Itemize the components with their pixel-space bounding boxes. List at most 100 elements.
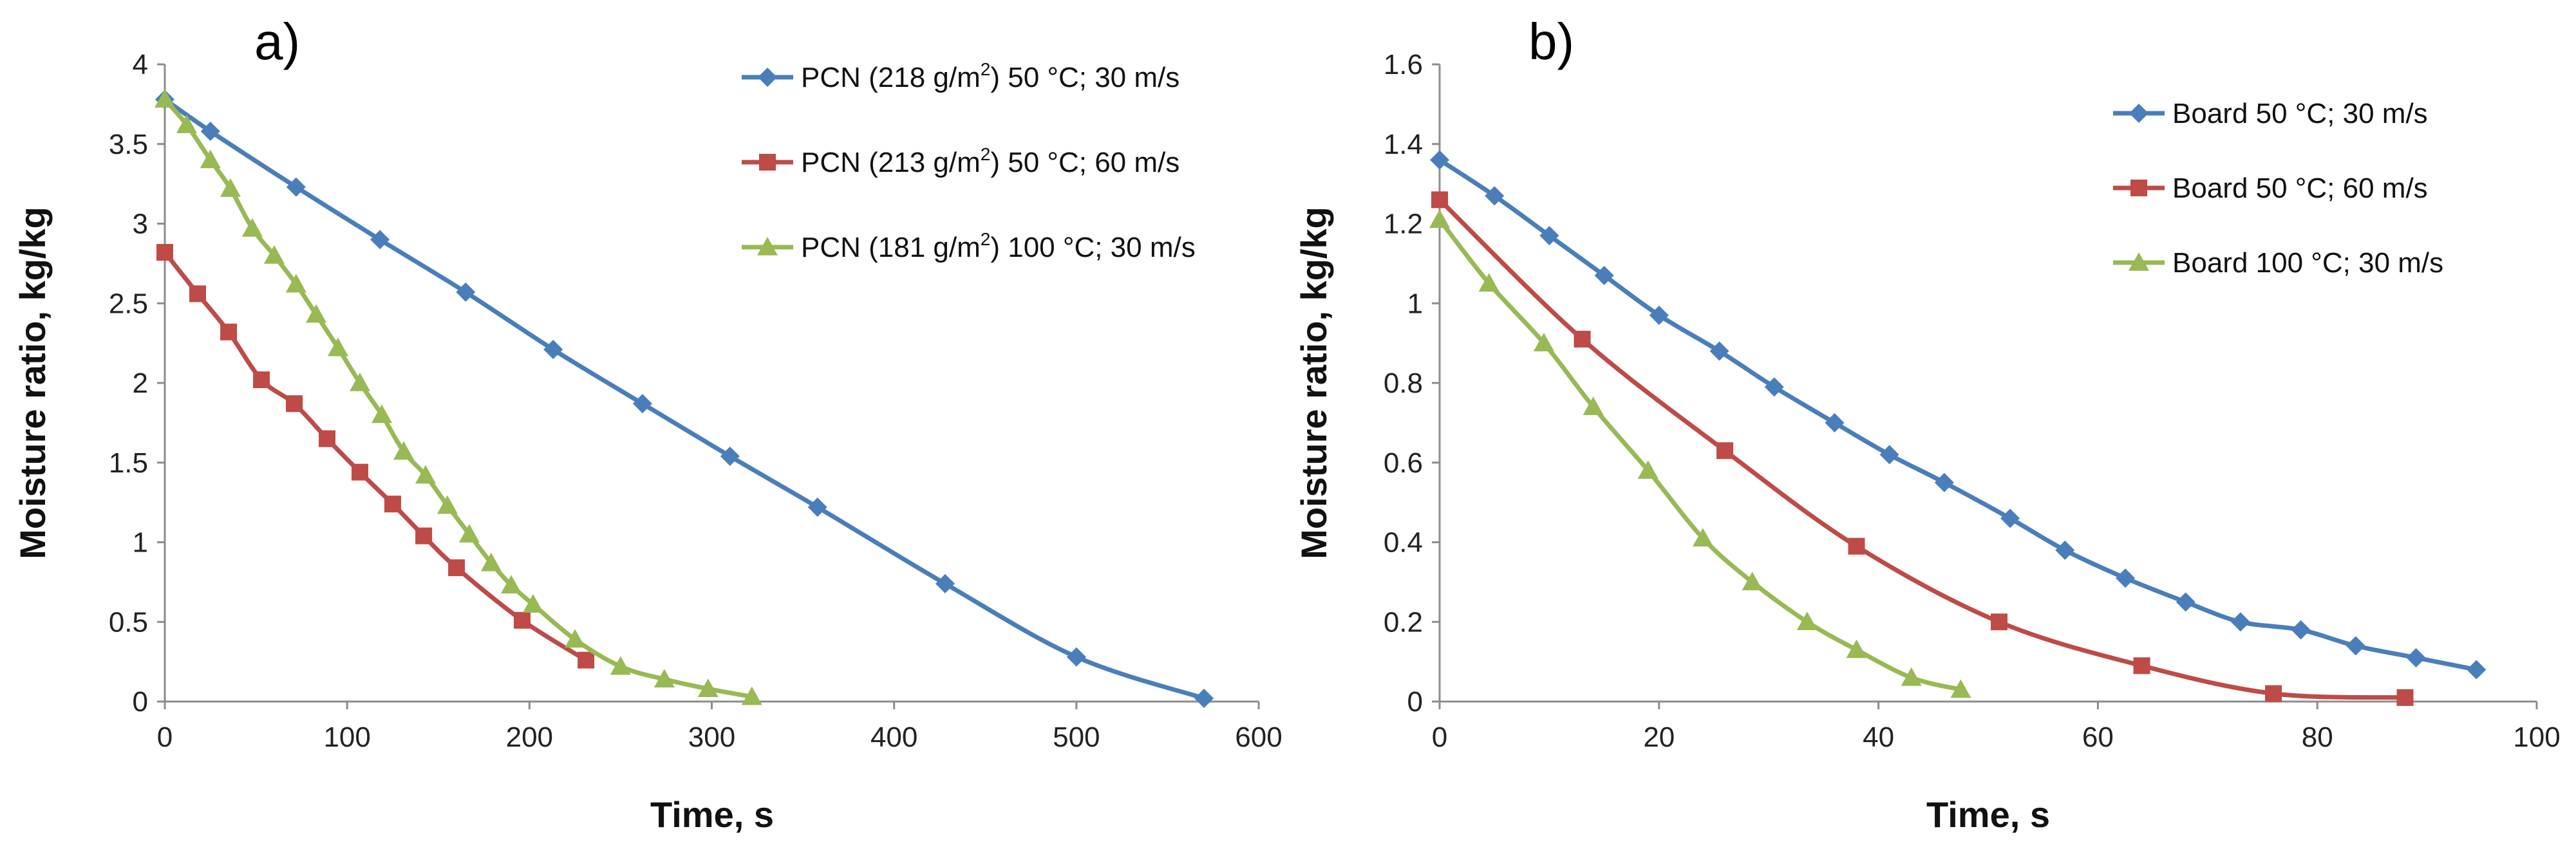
data-point-diamond — [1934, 472, 1954, 492]
data-point-diamond — [286, 177, 306, 197]
data-point-triangle — [437, 495, 458, 514]
data-point-diamond — [370, 230, 390, 250]
data-point-triangle — [1692, 528, 1713, 547]
data-point-square — [253, 371, 270, 389]
y-tick-label: 0.8 — [1384, 368, 1423, 399]
x-tick-label: 100 — [2513, 721, 2560, 753]
data-point-square — [1848, 537, 1865, 555]
y-tick-label: 1.5 — [109, 447, 148, 479]
data-point-triangle — [155, 89, 175, 108]
x-tick-label: 60 — [2082, 721, 2114, 753]
y-tick-label: 1.6 — [1384, 49, 1423, 80]
data-point-triangle — [285, 274, 306, 293]
panel-b-y-label: Moisture ratio, kg/kg — [1293, 207, 1334, 559]
data-point-diamond — [2230, 612, 2250, 632]
y-tick-label: 0.4 — [1384, 527, 1423, 559]
data-point-diamond — [1485, 186, 1505, 206]
data-point-square — [1574, 330, 1591, 348]
x-tick-label: 600 — [1235, 721, 1282, 753]
data-point-diamond — [2000, 508, 2020, 528]
legend-label: Board 50 °C; 60 m/s — [2172, 172, 2428, 204]
data-point-diamond — [1879, 445, 1899, 465]
data-point-diamond — [1194, 689, 1214, 709]
x-tick-label: 80 — [2302, 721, 2333, 753]
data-point-square — [319, 430, 336, 447]
data-point-diamond — [2116, 568, 2135, 588]
data-point-triangle — [371, 404, 392, 424]
y-tick-label: 0 — [133, 686, 148, 718]
data-point-triangle — [263, 245, 285, 264]
data-point-diamond — [456, 282, 476, 302]
data-point-diamond — [1066, 647, 1086, 667]
legend-marker-diamond — [2129, 104, 2148, 123]
data-point-square — [384, 496, 401, 513]
legend-label: PCN (213 g/m2) 50 °C; 60 m/s — [801, 144, 1180, 178]
data-point-triangle — [328, 337, 349, 357]
y-tick-label: 1 — [1407, 288, 1423, 319]
panel-b-tag: b) — [1528, 13, 1574, 70]
data-point-diamond — [807, 498, 827, 517]
data-point-triangle — [522, 594, 543, 613]
legend-label: Board 100 °C; 30 m/s — [2172, 247, 2443, 279]
legend-label: PCN (181 g/m2) 100 °C; 30 m/s — [801, 229, 1196, 263]
data-point-square — [2265, 685, 2282, 702]
x-tick-label: 20 — [1643, 721, 1675, 753]
data-point-diamond — [1649, 305, 1669, 325]
panel-a-y-label: Moisture ratio, kg/kg — [12, 207, 53, 559]
data-point-diamond — [2346, 636, 2365, 656]
panel-b: b) 00.20.40.60.811.21.41.6 0 20 40 60 80 100 … — [1293, 13, 2561, 835]
data-point-square — [286, 395, 303, 413]
data-point-triangle — [306, 304, 327, 323]
panel-a: a) 0 0.5 1 1.5 2 2.5 3 3.5 4 0 100 200 300 400 500 600… — [12, 13, 1283, 835]
x-tick-label: 0 — [1432, 721, 1447, 753]
x-tick-label: 100 — [323, 721, 370, 753]
legend-item: PCN (218 g/m2) 50 °C; 30 m/s — [742, 59, 1180, 93]
data-point-diamond — [1825, 413, 1845, 433]
panel-a-legend: PCN (218 g/m2) 50 °C; 30 m/s PCN (213 g/m… — [742, 59, 1196, 263]
data-point-triangle — [653, 669, 675, 688]
legend-item: Board 50 °C; 30 m/s — [2113, 98, 2428, 129]
data-point-diamond — [1764, 377, 1784, 397]
x-tick-label: 400 — [870, 721, 917, 753]
y-tick-label: 3 — [133, 209, 148, 240]
data-point-diamond — [200, 121, 220, 141]
data-point-square — [1716, 442, 1734, 460]
x-tick-label: 0 — [157, 721, 173, 753]
data-point-triangle — [565, 629, 586, 648]
data-point-square — [448, 559, 465, 577]
data-point-triangle — [1429, 209, 1450, 228]
data-point-triangle — [501, 575, 522, 594]
data-point-diamond — [2176, 592, 2195, 612]
y-tick-label: 1.4 — [1384, 129, 1423, 160]
data-point-square — [189, 285, 206, 302]
data-point-diamond — [720, 446, 740, 466]
data-point-square — [578, 651, 595, 669]
legend-marker-square — [2130, 180, 2147, 196]
y-tick-label: 3.5 — [109, 129, 148, 160]
data-point-diamond — [543, 340, 563, 360]
data-point-square — [220, 323, 238, 340]
data-point-diamond — [2291, 620, 2311, 640]
data-point-triangle — [741, 686, 762, 705]
x-tick-label: 200 — [506, 721, 553, 753]
data-point-diamond — [935, 573, 955, 593]
data-point-diamond — [1709, 341, 1729, 361]
data-point-diamond — [2055, 540, 2075, 560]
panel-a-tag: a) — [254, 13, 300, 70]
y-tick-label: 0 — [1407, 686, 1423, 718]
data-point-triangle — [415, 465, 436, 484]
data-point-triangle — [176, 115, 197, 133]
data-point-diamond — [2406, 647, 2426, 667]
y-tick-label: 0.2 — [1384, 606, 1423, 638]
y-tick-label: 0.6 — [1384, 447, 1423, 479]
data-point-triangle — [1637, 460, 1659, 479]
data-point-diamond — [1594, 265, 1614, 285]
data-point-diamond — [2467, 660, 2487, 680]
legend-item: Board 100 °C; 30 m/s — [2113, 247, 2443, 279]
data-point-triangle — [1478, 273, 1500, 292]
data-point-square — [156, 244, 173, 261]
legend-label: Board 50 °C; 30 m/s — [2172, 98, 2428, 129]
x-tick-label: 40 — [1863, 721, 1894, 753]
y-tick-label: 1 — [133, 527, 148, 559]
